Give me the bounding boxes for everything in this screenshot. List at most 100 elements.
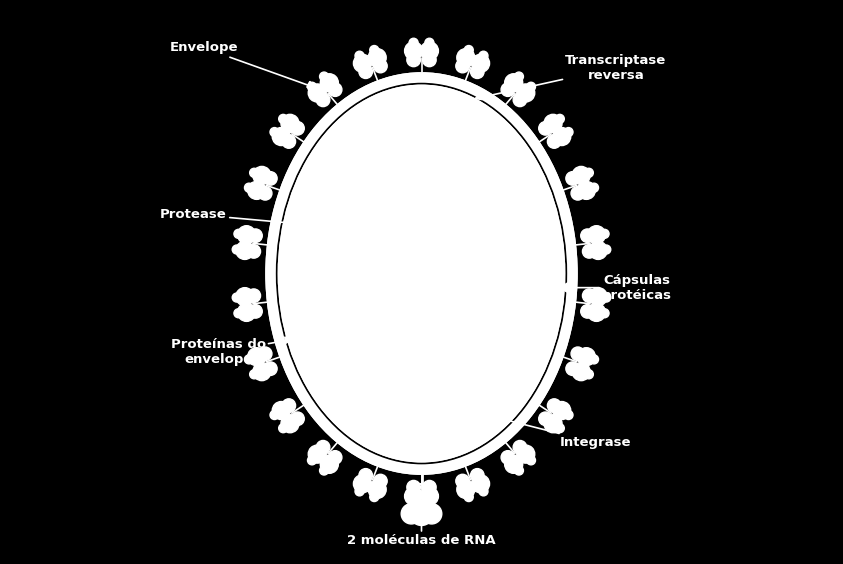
Circle shape [539,412,552,425]
Circle shape [309,445,326,463]
Circle shape [421,42,438,60]
Circle shape [405,487,422,505]
Circle shape [355,487,364,496]
Circle shape [259,347,272,360]
Circle shape [422,53,436,67]
Circle shape [373,474,387,488]
Circle shape [571,347,584,360]
Circle shape [544,415,562,433]
Circle shape [401,504,422,524]
Circle shape [353,54,372,72]
Circle shape [329,451,342,464]
Ellipse shape [266,72,577,475]
Circle shape [513,93,527,107]
Text: 2 moléculas de RNA: 2 moléculas de RNA [347,510,496,547]
Circle shape [291,122,304,135]
Circle shape [547,135,561,148]
Circle shape [456,474,470,488]
Circle shape [457,481,475,499]
Circle shape [588,303,605,321]
Circle shape [291,412,304,425]
Circle shape [359,65,373,78]
Circle shape [316,93,330,107]
Circle shape [272,402,290,420]
Circle shape [355,51,364,60]
Circle shape [250,168,259,177]
Circle shape [407,481,421,494]
Circle shape [272,127,290,146]
Circle shape [527,456,535,465]
Circle shape [405,42,422,60]
Circle shape [602,293,611,302]
Circle shape [279,424,287,433]
Circle shape [410,502,433,526]
Ellipse shape [276,83,567,464]
Text: Transcriptase
reversa: Transcriptase reversa [475,54,667,99]
Circle shape [553,127,571,146]
Circle shape [581,229,594,243]
Circle shape [249,305,262,318]
Circle shape [281,114,299,133]
Circle shape [425,38,434,47]
Circle shape [253,166,271,184]
Ellipse shape [277,85,566,462]
Text: Proteínas do
envelope: Proteínas do envelope [170,338,292,367]
Circle shape [248,182,266,200]
Circle shape [589,241,607,259]
Polygon shape [285,337,292,343]
Circle shape [600,309,609,318]
Circle shape [236,241,254,259]
Circle shape [564,411,573,420]
Circle shape [308,82,316,91]
Polygon shape [501,418,508,424]
Circle shape [319,72,329,81]
Circle shape [249,229,262,243]
Circle shape [470,65,484,78]
Circle shape [370,46,379,55]
Circle shape [584,168,593,177]
Circle shape [470,469,484,482]
Circle shape [407,53,421,67]
Circle shape [583,245,596,258]
Circle shape [309,84,326,102]
Circle shape [282,135,296,148]
Circle shape [236,288,254,306]
Circle shape [320,455,338,473]
Circle shape [517,84,534,102]
Circle shape [238,226,255,244]
Circle shape [457,49,475,67]
Circle shape [425,500,434,509]
Text: Integrase: Integrase [501,418,631,450]
Circle shape [501,83,514,96]
Circle shape [259,187,272,200]
Circle shape [422,481,436,494]
Circle shape [553,402,571,420]
Circle shape [572,166,590,184]
Circle shape [566,171,579,185]
Ellipse shape [277,85,566,462]
Text: Cápsulas
protéicas: Cápsulas protéicas [560,274,672,302]
Circle shape [244,183,254,192]
Circle shape [319,466,329,475]
Circle shape [505,455,523,473]
Text: Envelope: Envelope [169,41,314,87]
Circle shape [505,74,523,92]
Circle shape [556,424,564,433]
Circle shape [421,487,438,505]
Circle shape [571,187,584,200]
Polygon shape [293,219,300,226]
Circle shape [589,183,599,192]
Circle shape [329,83,342,96]
Circle shape [513,440,527,454]
Circle shape [583,289,596,302]
Circle shape [464,492,473,501]
Circle shape [456,59,470,73]
Circle shape [547,399,561,412]
Circle shape [479,487,488,496]
Circle shape [577,347,595,365]
Circle shape [422,504,442,524]
Circle shape [409,38,418,47]
Circle shape [368,481,386,499]
Circle shape [264,362,277,376]
Circle shape [281,415,299,433]
